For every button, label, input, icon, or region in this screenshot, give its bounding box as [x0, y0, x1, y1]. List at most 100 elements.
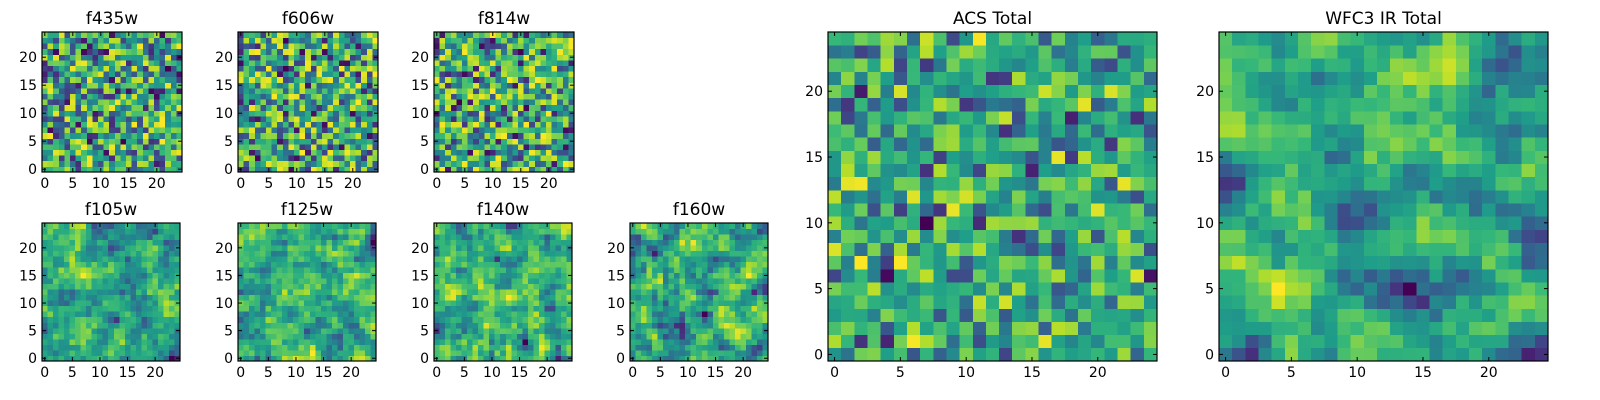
heatmap-cell [370, 305, 377, 312]
heatmap-cell [439, 37, 446, 44]
heatmap-cell [534, 110, 541, 117]
heatmap-cell [568, 71, 575, 78]
heatmap-cell [501, 37, 508, 44]
heatmap-cell [456, 37, 463, 44]
heatmap-cell [282, 99, 289, 106]
heatmap-cell [146, 223, 153, 229]
heatmap-cell [142, 144, 149, 150]
heatmap-cell [327, 54, 334, 61]
heatmap-cell [854, 347, 868, 362]
heatmap-cell [53, 300, 59, 307]
heatmap-cell [494, 283, 501, 290]
heatmap-cell [718, 267, 725, 274]
heatmap-cell [540, 104, 547, 111]
heatmap-cell [483, 294, 490, 301]
heatmap-cell [114, 93, 121, 100]
heatmap-cell [260, 316, 266, 323]
heatmap-cell [461, 327, 468, 334]
heatmap-cell [254, 88, 261, 94]
heatmap-cell [729, 278, 736, 285]
heatmap-cell [249, 71, 256, 78]
heatmap-cell [495, 149, 502, 156]
heatmap-cell [316, 121, 323, 128]
heatmap-cell [53, 121, 60, 128]
heatmap-cell [522, 261, 529, 268]
heatmap-cell [456, 311, 462, 318]
heatmap-cell [657, 245, 664, 251]
heatmap-cell [500, 300, 507, 307]
heatmap-cell [1130, 321, 1145, 336]
heatmap-cell [288, 132, 295, 139]
heatmap-cell [828, 321, 842, 336]
heatmap-cell [141, 283, 148, 290]
heatmap-cell [946, 176, 960, 191]
heatmap-cell [75, 283, 82, 290]
heatmap-cell [159, 60, 166, 66]
heatmap-cell [108, 305, 115, 312]
heatmap-cell [546, 43, 552, 50]
heatmap-cell [86, 37, 93, 44]
heatmap-cell [243, 144, 250, 150]
heatmap-cell [723, 223, 730, 229]
heatmap-cell [745, 278, 752, 285]
heatmap-cell [635, 333, 642, 340]
heatmap-cell [282, 37, 289, 44]
heatmap-cell [484, 127, 491, 134]
heatmap-cell [137, 43, 144, 50]
heatmap-cell [516, 250, 523, 257]
heatmap-cell [445, 267, 451, 274]
heatmap-cell [762, 256, 769, 263]
heatmap-cell [271, 322, 278, 329]
heatmap-cell [344, 144, 351, 150]
heatmap-cell [494, 300, 501, 307]
heatmap-cell [473, 138, 480, 145]
y-tick-label: 10 [411, 296, 429, 312]
heatmap-cell [999, 176, 1013, 191]
heatmap-cell [320, 344, 327, 351]
heatmap-cell [745, 355, 752, 362]
heatmap-cell [456, 76, 463, 83]
heatmap-cell [86, 322, 93, 329]
heatmap-cell [344, 166, 351, 173]
heatmap-cell [98, 110, 104, 117]
heatmap-cell [81, 104, 88, 111]
heatmap-cell [333, 99, 340, 106]
heatmap-cell [456, 82, 463, 89]
heatmap-cell [562, 104, 569, 111]
heatmap-cell [906, 321, 921, 336]
heatmap-cell [75, 294, 82, 301]
heatmap-cell [828, 229, 842, 243]
heatmap-cell [97, 322, 104, 329]
heatmap-cell [511, 327, 518, 334]
heatmap-cell [114, 60, 121, 66]
heatmap-cell [81, 37, 88, 44]
heatmap-cell [265, 311, 272, 318]
heatmap-cell [294, 127, 300, 134]
heatmap-cell [350, 48, 356, 55]
heatmap-cell [326, 223, 333, 229]
heatmap-cell [277, 37, 284, 44]
heatmap-cell [282, 234, 289, 240]
heatmap-cell [473, 32, 480, 38]
heatmap-cell [906, 268, 921, 283]
heatmap-cell [254, 60, 261, 66]
heatmap-cell [337, 223, 344, 229]
heatmap-cell [298, 278, 305, 285]
heatmap-cell [751, 250, 758, 257]
heatmap-cell [159, 82, 166, 89]
heatmap-cell [707, 250, 714, 257]
heatmap-cell [42, 88, 48, 94]
heatmap-cell [361, 71, 368, 78]
heatmap-cell [462, 116, 468, 122]
heatmap-cell [723, 338, 730, 345]
heatmap-cell [305, 121, 312, 128]
heatmap-cell [1130, 242, 1145, 257]
heatmap-cell [456, 338, 462, 345]
heatmap-cell [170, 166, 177, 173]
heatmap-cell [641, 239, 647, 246]
heatmap-cell [701, 228, 708, 235]
heatmap-cell [86, 256, 93, 263]
heatmap-cell [534, 166, 541, 173]
heatmap-cell [557, 88, 564, 94]
heatmap-cell [557, 155, 564, 162]
